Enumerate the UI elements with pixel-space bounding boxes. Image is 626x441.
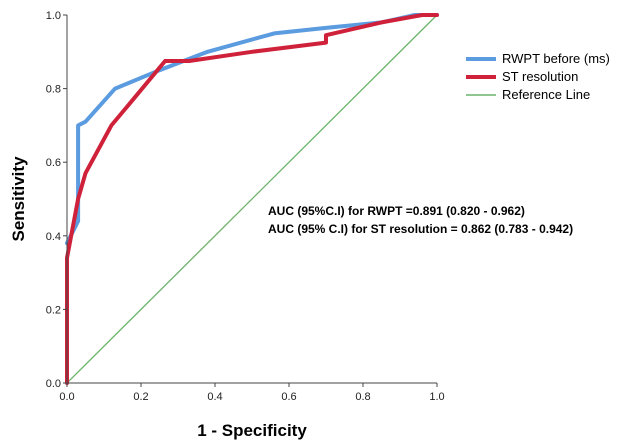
- x-tick-label: 0.2: [133, 391, 148, 403]
- y-tick-label: 0.8: [46, 84, 61, 96]
- x-tick-label: 0.8: [355, 391, 370, 403]
- y-axis-title: Sensitivity: [9, 156, 28, 242]
- x-tick-label: 0.4: [207, 391, 222, 403]
- series-line-st-resolution: [65, 13, 439, 385]
- legend-label-reference-line: Reference Line: [502, 87, 590, 102]
- series-layer: [65, 13, 439, 385]
- y-tick-label: 0.2: [46, 304, 61, 316]
- legend-label-rwpt-before-ms: RWPT before (ms): [502, 51, 610, 66]
- y-tick-label: 0.0: [46, 378, 61, 390]
- auc-annotation-st-resolution: AUC (95% C.I) for ST resolution = 0.862 …: [268, 222, 573, 236]
- x-axis-title: 1 - Specificity: [197, 421, 307, 440]
- y-tick-label: 0.4: [46, 231, 61, 243]
- series-line-reference-line: [66, 14, 438, 384]
- y-tick-label: 0.6: [46, 157, 61, 169]
- x-tick-label: 0.0: [59, 391, 74, 403]
- x-tick-label: 0.6: [281, 391, 296, 403]
- auc-annotation-rwpt: AUC (95%C.I) for RWPT =0.891 (0.820 - 0.…: [268, 204, 525, 218]
- legend: RWPT before (ms) ST resolution Reference L…: [466, 51, 610, 102]
- y-tick-label: 1.0: [46, 10, 61, 22]
- y-tick-group: 0.0 0.2 0.4 0.6 0.8 1.0: [46, 10, 67, 390]
- legend-label-st-resolution: ST resolution: [502, 69, 578, 84]
- x-tick-group: 0.0 0.2 0.4 0.6 0.8 1.0: [59, 383, 445, 403]
- x-tick-label: 1.0: [429, 391, 444, 403]
